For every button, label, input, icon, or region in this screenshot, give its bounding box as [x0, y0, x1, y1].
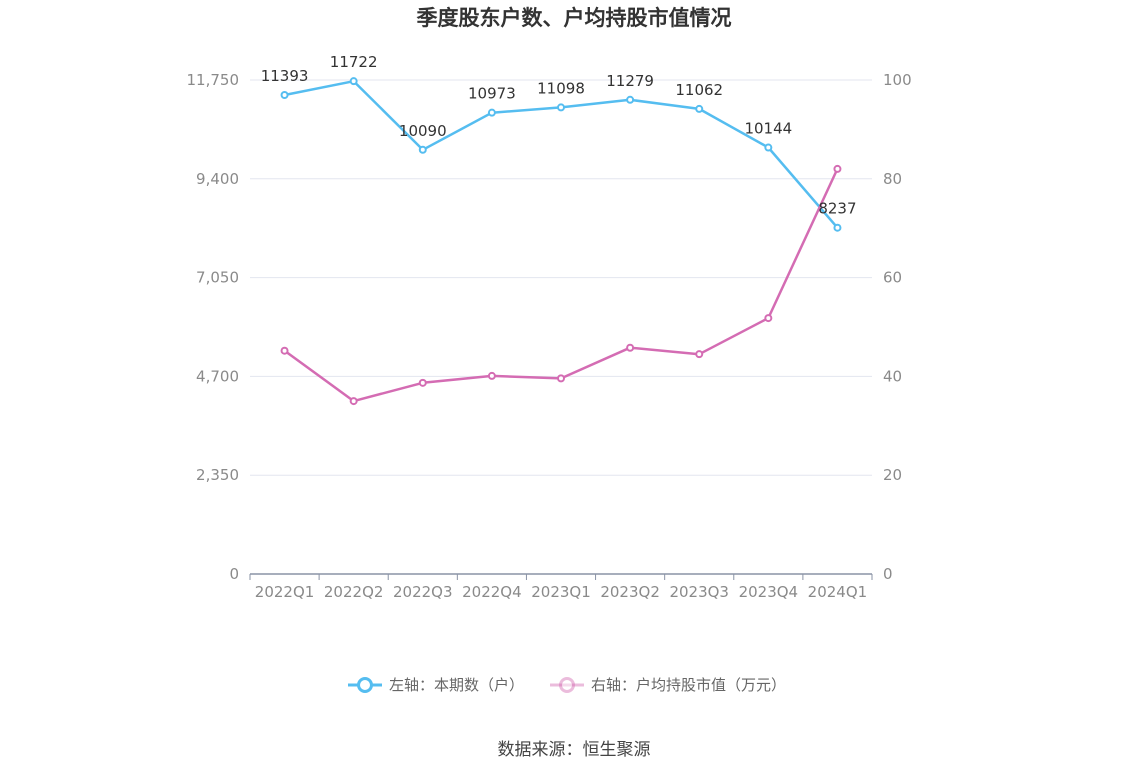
- y-right-tick-label: 80: [883, 170, 902, 188]
- x-tick-label: 2022Q4: [462, 583, 522, 601]
- y-left-tick-label: 9,400: [196, 170, 239, 188]
- y-left-tick-label: 7,050: [196, 269, 239, 287]
- data-point-avg-holding-value[interactable]: [349, 397, 358, 406]
- data-label-layer: 11393 11722 10090 10973 11098 11279 11062 10144…: [261, 53, 857, 218]
- y-right-tick-label: 40: [883, 367, 902, 385]
- series-line-avg-holding-value: [283, 168, 839, 403]
- legend-label-left-series: 左轴：本期数（户）: [389, 676, 524, 694]
- data-point-avg-holding-value[interactable]: [487, 371, 496, 380]
- axis-layer: 0 0 2,350 20 4,700 40 7,050 60 9,400 80 11,750 100 2…: [187, 71, 912, 601]
- legend-label-right-series: 右轴：户均持股市值（万元）: [591, 676, 786, 694]
- data-point-shareholders[interactable]: [557, 103, 565, 112]
- data-point-shareholders[interactable]: [349, 77, 358, 86]
- data-point-avg-holding-value[interactable]: [418, 378, 427, 387]
- x-tick-label: 2022Q3: [393, 583, 453, 601]
- x-tick-label: 2023Q2: [600, 583, 660, 601]
- data-source: 数据来源：恒生聚源: [498, 740, 651, 760]
- data-label: 11062: [675, 81, 723, 99]
- chart-title: 季度股东户数、户均持股市值情况: [417, 6, 732, 30]
- y-left-tick-label: 4,700: [196, 367, 239, 385]
- y-left-tick-label: 11,750: [187, 71, 240, 89]
- data-point-avg-holding-value[interactable]: [280, 346, 289, 355]
- data-point-shareholders[interactable]: [418, 145, 427, 154]
- x-tick-label: 2023Q1: [531, 583, 591, 601]
- data-point-avg-holding-value[interactable]: [626, 343, 635, 352]
- series-line-shareholders: [284, 79, 839, 229]
- data-point-avg-holding-value[interactable]: [695, 350, 704, 359]
- data-point-shareholders[interactable]: [280, 91, 289, 100]
- data-point-avg-holding-value[interactable]: [833, 164, 842, 173]
- y-right-tick-label: 100: [883, 71, 912, 89]
- x-tick-label: 2022Q2: [324, 583, 384, 601]
- data-label: 10973: [468, 85, 516, 103]
- x-tick-label: 2023Q4: [739, 583, 799, 601]
- data-label: 8237: [818, 200, 856, 218]
- legend-item-left-axis[interactable]: 左轴：本期数（户）: [348, 676, 524, 694]
- data-point-avg-holding-value[interactable]: [764, 314, 773, 323]
- y-left-tick-label: 2,350: [196, 466, 239, 484]
- data-label: 11279: [606, 72, 654, 90]
- legend: 左轴：本期数（户） 右轴：户均持股市值（万元）: [348, 676, 786, 694]
- legend-marker-left-series: [357, 677, 373, 693]
- data-label: 11098: [537, 79, 585, 97]
- grid-layer: [250, 79, 872, 476]
- y-right-tick-label: 20: [883, 466, 902, 484]
- series-layer: [280, 77, 842, 406]
- legend-item-right-axis[interactable]: 右轴：户均持股市值（万元）: [550, 676, 786, 694]
- y-right-tick-label: 60: [883, 269, 902, 287]
- data-point-avg-holding-value[interactable]: [557, 374, 565, 383]
- data-point-shareholders[interactable]: [833, 223, 842, 232]
- y-left-tick-label: 0: [229, 565, 239, 583]
- data-point-shareholders[interactable]: [626, 95, 635, 104]
- data-label: 10144: [744, 120, 792, 138]
- data-point-shareholders[interactable]: [764, 143, 773, 152]
- x-tick-label: 2023Q3: [669, 583, 729, 601]
- data-label: 10090: [399, 122, 447, 140]
- y-right-tick-label: 0: [883, 565, 893, 583]
- x-tick-label: 2024Q1: [808, 583, 868, 601]
- data-point-shareholders[interactable]: [487, 108, 496, 117]
- data-label: 11393: [261, 67, 309, 85]
- data-label: 11722: [330, 53, 378, 71]
- legend-marker-right-series: [559, 677, 575, 693]
- x-tick-label: 2022Q1: [255, 583, 315, 601]
- data-point-shareholders[interactable]: [695, 104, 704, 113]
